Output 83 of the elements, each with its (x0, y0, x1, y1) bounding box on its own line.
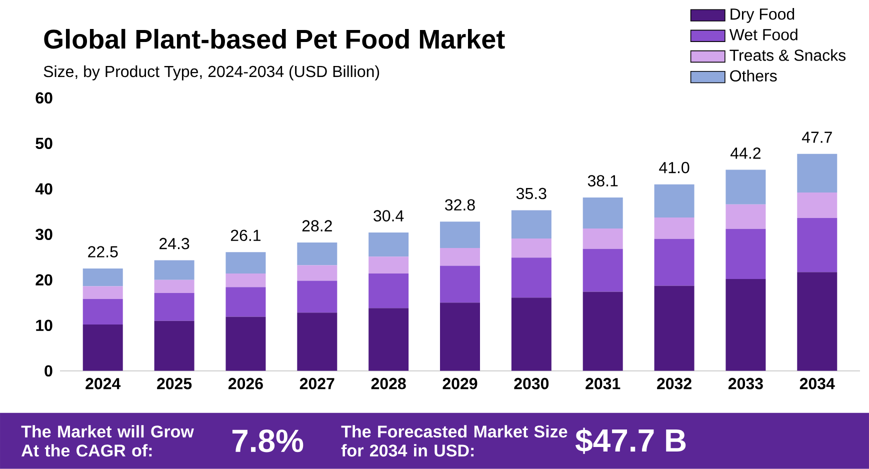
bar (82, 299, 123, 325)
bar (440, 222, 480, 248)
bar (726, 204, 766, 229)
y-tick-label: 30 (36, 228, 52, 240)
text: The Forecasted Market Size for 2034 in USD: (341, 425, 568, 457)
bar (654, 184, 694, 218)
bar (226, 252, 266, 274)
bar (511, 210, 552, 239)
bar (226, 274, 266, 288)
chart-title: Global Plant-based Pet Food Market (44, 29, 505, 49)
text: 7.8% (232, 430, 304, 452)
total-label: 44.2 (730, 148, 760, 159)
legend-label: Dry Food (730, 8, 794, 23)
y-tick-label: 0 (44, 365, 52, 377)
bar (297, 280, 338, 313)
bar (582, 228, 623, 249)
bar (582, 248, 623, 292)
bar (368, 274, 409, 308)
x-tick-label: 2024 (86, 378, 121, 390)
x-tick-label: 2032 (657, 378, 692, 390)
total-label: 32.8 (445, 199, 475, 211)
bar (726, 279, 766, 371)
legend-label: Wet Food (729, 28, 798, 40)
bar (654, 286, 694, 371)
bar (726, 228, 766, 280)
total-label: 30.4 (374, 210, 404, 222)
bar (226, 287, 266, 317)
x-tick-label: 2030 (514, 378, 549, 390)
x-tick-label: 2027 (300, 378, 334, 390)
bar (297, 265, 338, 281)
y-tick-label: 60 (36, 92, 52, 104)
bar (511, 238, 552, 258)
bar (154, 280, 194, 294)
x-tick-label: 2029 (442, 378, 478, 390)
bar (797, 272, 838, 371)
bar (797, 218, 838, 272)
bar (82, 286, 123, 300)
bar (82, 268, 123, 286)
y-tick-label: 20 (36, 274, 52, 286)
bar (440, 248, 480, 266)
x-tick-label: 2026 (228, 378, 263, 390)
total-label: 28.2 (302, 220, 332, 232)
bar (368, 308, 409, 371)
bar (511, 258, 552, 298)
text: $47.7 B (575, 428, 686, 454)
y-tick-label: 50 (36, 138, 52, 150)
total-label: 38.1 (588, 175, 618, 187)
legend-label: Treats & Snacks (730, 49, 846, 61)
bar (654, 218, 694, 239)
bar (154, 293, 194, 321)
bar (797, 154, 838, 193)
bar (226, 316, 266, 371)
bar (726, 170, 766, 204)
x-tick-label: 2025 (157, 378, 192, 390)
total-label: 41.0 (659, 162, 690, 174)
total-label: 26.1 (230, 230, 261, 242)
chart-subtitle: Size, by Product Type, 2024-2034 (USD Billion) (44, 65, 380, 80)
legend-label: Others (730, 70, 777, 82)
bar (582, 292, 623, 371)
bar (82, 324, 123, 371)
x-tick-label: 2034 (800, 378, 835, 390)
x-tick-label: 2028 (371, 378, 406, 390)
x-tick-label: 2033 (728, 378, 763, 390)
bar (440, 302, 480, 371)
bar (582, 198, 623, 229)
y-tick-label: 10 (36, 320, 52, 332)
bar (297, 242, 338, 266)
x-tick-label: 2031 (586, 378, 620, 390)
bar (511, 298, 552, 371)
total-label: 35.3 (516, 188, 546, 200)
total-label: 47.7 (802, 132, 832, 143)
bar (154, 320, 194, 371)
bar (368, 256, 409, 274)
bar (297, 312, 338, 371)
bar (440, 266, 480, 303)
bar (797, 192, 838, 218)
y-tick-label: 40 (35, 183, 52, 195)
text: The Market will Grow At the CAGR of: (21, 425, 194, 457)
total-label: 22.5 (88, 246, 118, 258)
total-label: 24.3 (160, 238, 190, 250)
bar (654, 238, 694, 286)
bar (154, 260, 194, 280)
bar (368, 232, 409, 257)
